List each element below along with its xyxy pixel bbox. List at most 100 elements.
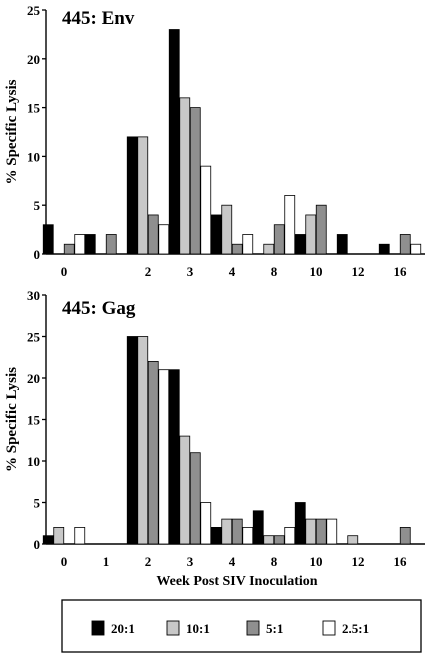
bar (158, 369, 170, 545)
x-tick-label: 0 (61, 554, 68, 569)
bar (315, 518, 327, 545)
bar (273, 224, 285, 255)
bar (42, 535, 54, 545)
bar (294, 502, 306, 545)
bar (200, 502, 212, 545)
x-tick-label: 8 (271, 554, 278, 569)
bar (147, 214, 159, 255)
y-tick-label: 5 (34, 198, 41, 213)
y-tick-label: 15 (27, 101, 41, 116)
bar (137, 136, 149, 255)
bar (294, 234, 306, 255)
x-tick-label: 10 (310, 554, 323, 569)
y-tick-label: 0 (34, 537, 41, 552)
y-tick-label: 25 (27, 330, 41, 345)
y-tick-label: 15 (27, 413, 41, 428)
bar (284, 527, 296, 545)
bar (410, 243, 422, 255)
bar (221, 204, 233, 255)
bar (210, 527, 222, 545)
bar (105, 234, 117, 255)
legend-frame (61, 599, 422, 653)
bar (252, 510, 264, 545)
legend-label: 2.5:1 (342, 621, 369, 636)
bar (326, 518, 338, 545)
x-axis-label: Week Post SIV Inoculation (156, 574, 317, 589)
bar (273, 535, 285, 545)
bar (231, 243, 243, 255)
legend-swatch (322, 620, 336, 636)
bar (179, 97, 191, 255)
bar (74, 527, 86, 545)
bar (189, 452, 201, 545)
x-tick-label: 2 (145, 264, 152, 279)
x-tick-label: 4 (229, 264, 236, 279)
bar (231, 518, 243, 545)
bar (126, 336, 138, 545)
y-tick-label: 10 (27, 454, 40, 469)
bar (189, 107, 201, 255)
bar (347, 535, 359, 545)
y-axis-label: % Specific Lysis (4, 79, 20, 184)
x-tick-label: 10 (310, 264, 323, 279)
bar (158, 224, 170, 255)
bar (242, 234, 254, 255)
x-tick-label: 2 (145, 554, 152, 569)
y-tick-label: 5 (34, 496, 41, 511)
bar (221, 518, 233, 545)
x-tick-label: 0 (61, 264, 68, 279)
bar (63, 243, 75, 255)
y-tick-label: 10 (27, 149, 40, 164)
x-tick-label: 16 (394, 264, 408, 279)
bar (126, 136, 138, 255)
bar (263, 243, 275, 255)
x-tick-label: 3 (187, 264, 194, 279)
x-tick-label: 12 (352, 554, 365, 569)
bar (137, 336, 149, 545)
legend-swatch (91, 620, 105, 636)
env-panel: 0 5 10 15 20 25 0 2 3 4 8 10 12 16 445: Env % Specific … (4, 3, 425, 279)
legend-label: 20:1 (111, 621, 135, 636)
bar (200, 165, 212, 255)
bar (284, 195, 296, 255)
bar (242, 527, 254, 545)
panel-title: 445: Gag (62, 298, 136, 319)
bar (147, 360, 159, 545)
x-tick-label: 4 (229, 554, 236, 569)
x-tick-label: 3 (187, 554, 194, 569)
bar (179, 435, 191, 545)
legend-swatch (246, 620, 260, 636)
legend-label: 10:1 (186, 621, 210, 636)
y-tick-label: 25 (27, 3, 41, 18)
bar (53, 527, 65, 545)
x-tick-label: 1 (103, 554, 110, 569)
y-tick-label: 20 (27, 52, 40, 67)
bar (378, 243, 390, 255)
y-tick-label: 30 (27, 288, 40, 303)
legend: 20:1 10:1 5:1 2.5:1 (61, 599, 422, 653)
y-tick-label: 20 (27, 371, 40, 386)
bar (168, 29, 180, 255)
y-tick-label: 0 (34, 247, 41, 262)
legend-swatch (166, 620, 180, 636)
x-tick-label: 8 (271, 264, 278, 279)
bar (263, 535, 275, 545)
bar (399, 234, 411, 255)
bar (42, 224, 54, 255)
bar (168, 369, 180, 545)
y-axis-label: % Specific Lysis (4, 367, 20, 472)
x-tick-label: 12 (352, 264, 365, 279)
bar (305, 214, 317, 255)
bar (399, 527, 411, 545)
legend-label: 5:1 (266, 621, 283, 636)
bar (305, 518, 317, 545)
x-tick-label: 16 (394, 554, 408, 569)
bar (336, 234, 348, 255)
bar (210, 214, 222, 255)
bar (84, 234, 96, 255)
panel-title: 445: Env (62, 8, 135, 29)
bar (74, 234, 86, 255)
bar (315, 204, 327, 255)
